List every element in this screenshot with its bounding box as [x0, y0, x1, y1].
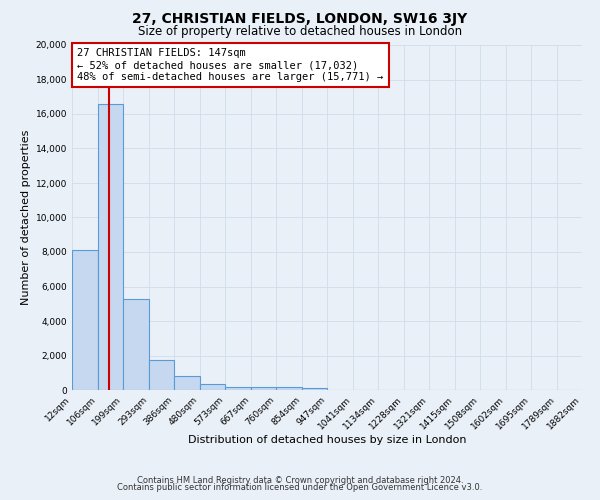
Text: 27, CHRISTIAN FIELDS, LONDON, SW16 3JY: 27, CHRISTIAN FIELDS, LONDON, SW16 3JY: [133, 12, 467, 26]
X-axis label: Distribution of detached houses by size in London: Distribution of detached houses by size …: [188, 435, 466, 445]
Bar: [98, 104, 123, 390]
Bar: [174, 376, 200, 390]
Text: 27 CHRISTIAN FIELDS: 147sqm
← 52% of detached houses are smaller (17,032)
48% of: 27 CHRISTIAN FIELDS: 147sqm ← 52% of det…: [77, 48, 383, 82]
Bar: [225, 386, 251, 390]
Bar: [123, 298, 149, 390]
Bar: [200, 384, 225, 390]
Bar: [302, 388, 327, 390]
Text: Size of property relative to detached houses in London: Size of property relative to detached ho…: [138, 25, 462, 38]
Bar: [149, 360, 174, 390]
Bar: [72, 250, 98, 390]
Text: Contains public sector information licensed under the Open Government Licence v3: Contains public sector information licen…: [118, 484, 482, 492]
Bar: [276, 388, 302, 390]
Text: Contains HM Land Registry data © Crown copyright and database right 2024.: Contains HM Land Registry data © Crown c…: [137, 476, 463, 485]
Bar: [251, 388, 276, 390]
Y-axis label: Number of detached properties: Number of detached properties: [22, 130, 31, 305]
